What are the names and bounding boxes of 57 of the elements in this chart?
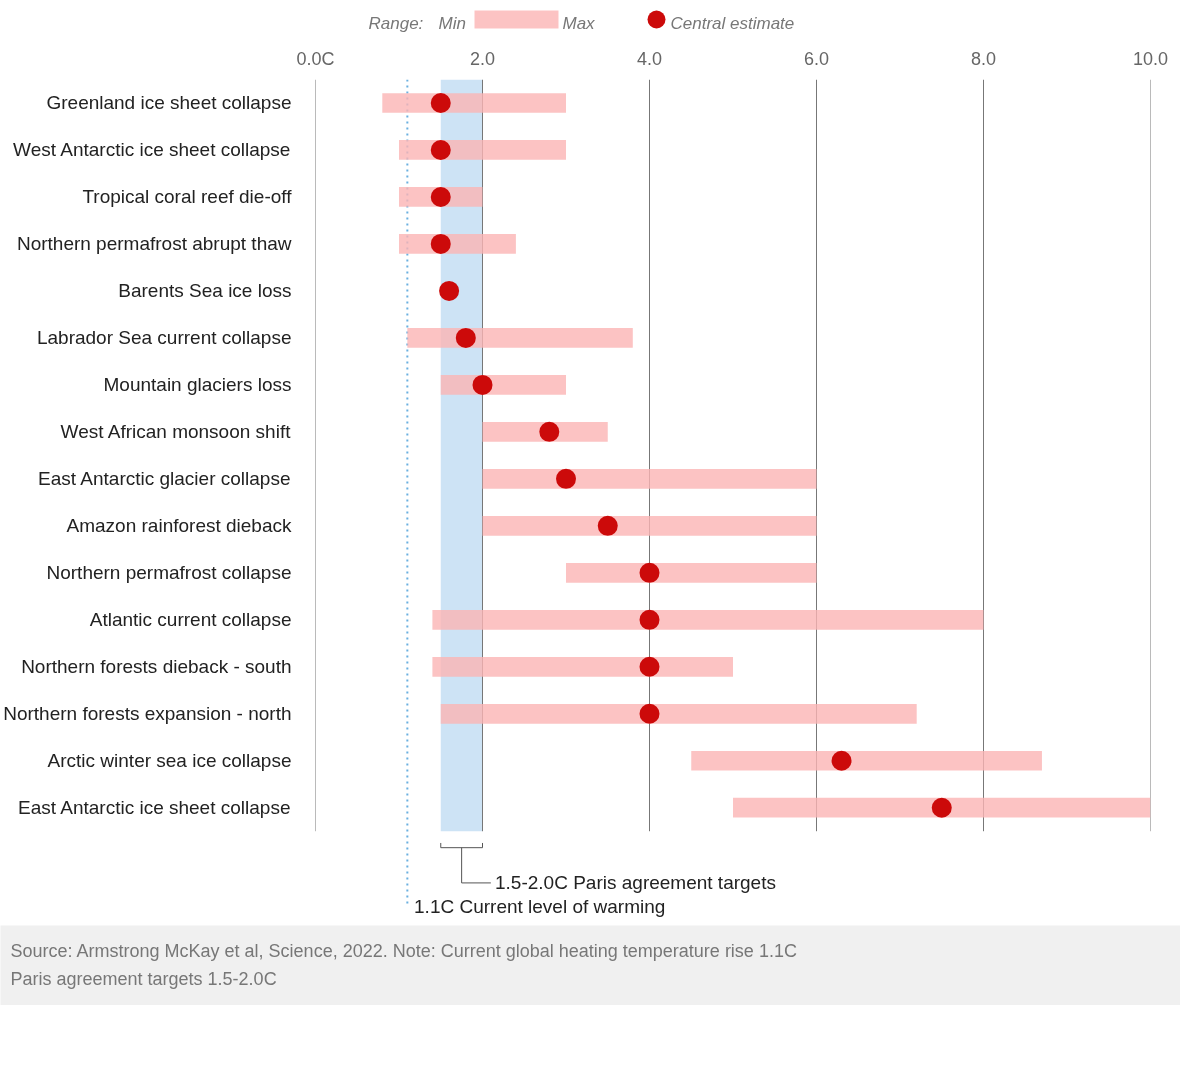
bar: [432, 609, 984, 630]
legend-label: Max: [562, 14, 596, 33]
point: [539, 421, 560, 442]
y-tick-label: Northern forests expansion - north: [3, 703, 292, 725]
bar: [407, 328, 633, 348]
ref-line-label: 1.1C Current level of warming: [414, 895, 666, 917]
point: [439, 280, 460, 301]
point: [472, 374, 493, 395]
bar: [482, 515, 817, 536]
y-tick-label: West African monsoon shift: [60, 421, 292, 443]
point: [430, 93, 451, 113]
y-tick-label: Northern permafrost collapse: [46, 562, 292, 584]
y-tick-label: Mountain glaciers loss: [103, 374, 292, 396]
point: [639, 609, 660, 630]
point: [430, 233, 451, 254]
bar: [382, 93, 566, 113]
point: [430, 186, 451, 207]
legend-label: Central estimate: [670, 14, 795, 33]
y-tick-label: Northern permafrost abrupt thaw: [16, 233, 292, 255]
band-label: 1.5-2.0C Paris agreement targets: [495, 872, 776, 894]
bar: [432, 656, 733, 677]
y-tick-label: Northern forests dieback - south: [21, 656, 292, 678]
bar: [733, 797, 1151, 818]
point: [430, 139, 451, 160]
point: [556, 468, 576, 489]
bar: [440, 703, 917, 724]
y-tick-label: Arctic winter sea ice collapse: [47, 750, 292, 772]
text: Paris agreement targets 1.5-2.0C: [10, 968, 277, 989]
x-tick-label: 2.0: [469, 48, 496, 69]
y-tick-label: West Antarctic ice sheet collapse: [13, 139, 291, 161]
y-tick-label: Atlantic current collapse: [89, 609, 292, 631]
point: [455, 327, 476, 348]
bar: [399, 140, 566, 160]
point: [831, 750, 852, 771]
y-tick-label: Greenland ice sheet collapse: [46, 92, 292, 114]
x-tick-label: 8.0: [970, 48, 997, 69]
y-tick-label: Tropical coral reef die-off: [82, 186, 293, 208]
source-note: Source: Armstrong McKay et al, Science, 2022. Note: Current global heating temperature rise 1.1C: [10, 940, 797, 961]
point: [639, 562, 660, 583]
bar: [482, 468, 817, 489]
y-tick-label: Barents Sea ice loss: [118, 280, 292, 302]
bar: [691, 750, 1042, 771]
y-tick-label: East Antarctic glacier collapse: [38, 468, 291, 490]
point: [639, 656, 660, 677]
legend-title: Range:: [368, 14, 424, 33]
bar: [566, 562, 817, 583]
x-tick-label: 0.0C: [296, 48, 335, 69]
point: [597, 515, 618, 536]
y-tick-label: East Antarctic ice sheet collapse: [17, 797, 291, 819]
point: [639, 703, 660, 724]
x-tick-label: 10.0: [1132, 48, 1169, 69]
x-tick-label: 6.0: [803, 48, 830, 69]
x-tick-label: 4.0: [636, 48, 663, 69]
point: [931, 797, 952, 818]
y-tick-label: Labrador Sea current collapse: [36, 327, 292, 349]
text: Min: [438, 14, 466, 33]
y-tick-label: Amazon rainforest dieback: [66, 515, 292, 537]
